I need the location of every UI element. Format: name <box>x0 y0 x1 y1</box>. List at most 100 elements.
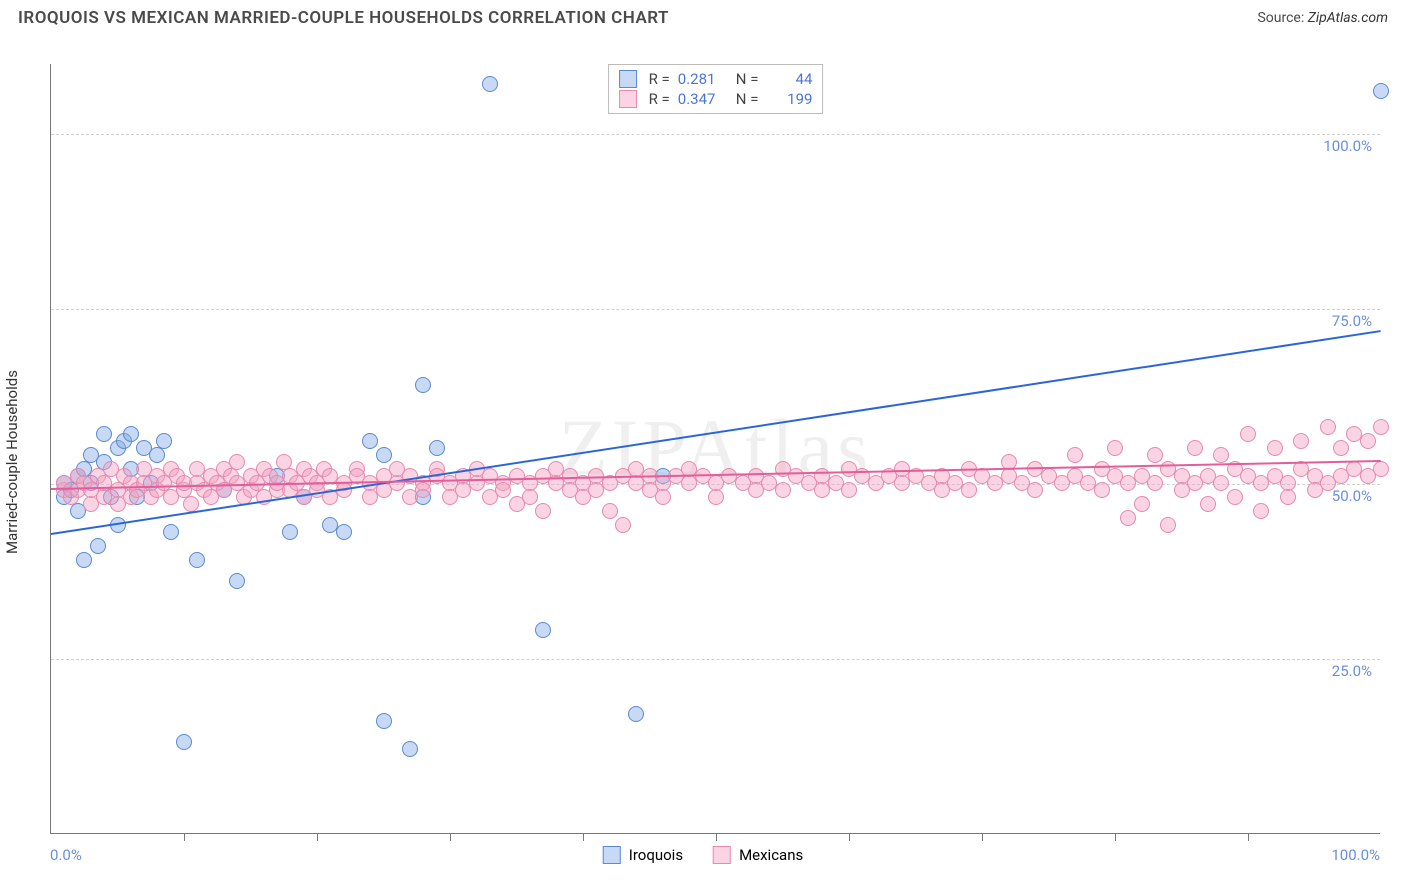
x-tick <box>1115 833 1116 841</box>
data-point <box>376 447 392 463</box>
x-tick <box>450 833 451 841</box>
data-point <box>1200 496 1216 512</box>
n-value: 199 <box>766 90 812 108</box>
x-tick <box>716 833 717 841</box>
data-point <box>183 496 199 512</box>
data-point <box>229 454 245 470</box>
data-point <box>76 552 92 568</box>
data-point <box>176 734 192 750</box>
x-tick <box>317 833 318 841</box>
data-point <box>1213 475 1229 491</box>
data-point <box>1333 440 1349 456</box>
data-point <box>1320 419 1336 435</box>
data-point <box>189 552 205 568</box>
n-value: 44 <box>766 70 812 88</box>
gridline <box>51 309 1380 310</box>
data-point <box>1267 440 1283 456</box>
data-point <box>535 622 551 638</box>
data-point <box>415 377 431 393</box>
data-point <box>1067 447 1083 463</box>
x-tick <box>1248 833 1249 841</box>
data-point <box>1280 489 1296 505</box>
series-legend: Iroquois Mexicans <box>603 846 804 864</box>
data-point <box>1213 447 1229 463</box>
legend-swatch <box>619 90 637 108</box>
n-label: N = <box>736 90 759 108</box>
data-point <box>163 524 179 540</box>
stats-legend-row: R = 0.347 N = 199 <box>619 89 813 109</box>
x-tick <box>849 833 850 841</box>
r-label: R = <box>649 90 670 108</box>
data-point <box>1120 510 1136 526</box>
data-point <box>1187 440 1203 456</box>
data-point <box>775 482 791 498</box>
data-point <box>1027 482 1043 498</box>
data-point <box>429 440 445 456</box>
legend-swatch <box>603 846 621 864</box>
data-point <box>602 503 618 519</box>
data-point <box>615 517 631 533</box>
legend-swatch <box>713 846 731 864</box>
data-point <box>1373 83 1389 99</box>
data-point <box>628 706 644 722</box>
legend-label: Iroquois <box>629 846 683 864</box>
data-point <box>156 433 172 449</box>
data-point <box>1240 426 1256 442</box>
data-point <box>282 524 298 540</box>
gridline <box>51 134 1380 135</box>
y-axis-label: Married-couple Households <box>3 370 21 554</box>
data-point <box>1147 447 1163 463</box>
data-point <box>415 482 431 498</box>
r-label: R = <box>649 70 670 88</box>
stats-legend-row: R =0.281N =44 <box>619 69 813 89</box>
data-point <box>402 741 418 757</box>
y-tick-label: 25.0% <box>1332 662 1372 680</box>
data-point <box>708 489 724 505</box>
gridline <box>51 659 1380 660</box>
chart-header: IROQUOIS VS MEXICAN MARRIED-COUPLE HOUSE… <box>0 0 1406 34</box>
chart-title: IROQUOIS VS MEXICAN MARRIED-COUPLE HOUSE… <box>18 8 669 28</box>
data-point <box>522 489 538 505</box>
legend-swatch <box>619 70 637 88</box>
data-point <box>495 482 511 498</box>
data-point <box>1360 433 1376 449</box>
legend-item: Mexicans <box>713 846 803 864</box>
data-point <box>1134 496 1150 512</box>
data-point <box>1293 433 1309 449</box>
data-point <box>1094 482 1110 498</box>
data-point <box>336 524 352 540</box>
data-point <box>376 713 392 729</box>
data-point <box>362 433 378 449</box>
plot-region: ZIPAtlas R =0.281N =44R =0.347N =199 25.… <box>50 64 1380 834</box>
data-point <box>1373 419 1389 435</box>
data-point <box>149 447 165 463</box>
data-point <box>1373 461 1389 477</box>
n-label: N = <box>736 70 759 88</box>
data-point <box>1227 489 1243 505</box>
chart-area: Married-couple Households ZIPAtlas R =0.… <box>0 34 1406 889</box>
data-point <box>229 573 245 589</box>
data-point <box>535 503 551 519</box>
x-tick <box>184 833 185 841</box>
data-point <box>1160 517 1176 533</box>
y-tick-label: 75.0% <box>1332 312 1372 330</box>
data-point <box>482 76 498 92</box>
source-attribution: Source: ZipAtlas.com <box>1257 10 1388 26</box>
y-tick-label: 50.0% <box>1332 487 1372 505</box>
x-axis-min-label: 0.0% <box>50 846 82 864</box>
y-tick-label: 100.0% <box>1323 137 1372 155</box>
r-value: 0.347 <box>678 90 724 108</box>
legend-label: Mexicans <box>739 846 803 864</box>
data-point <box>655 489 671 505</box>
data-point <box>123 426 139 442</box>
data-point <box>841 482 857 498</box>
data-point <box>961 482 977 498</box>
x-tick <box>583 833 584 841</box>
data-point <box>90 538 106 554</box>
source-link[interactable]: ZipAtlas.com <box>1308 10 1388 26</box>
data-point <box>1107 440 1123 456</box>
legend-item: Iroquois <box>603 846 683 864</box>
stats-legend: R =0.281N =44R =0.347N =199 <box>608 64 824 114</box>
data-point <box>96 426 112 442</box>
data-point <box>1147 475 1163 491</box>
